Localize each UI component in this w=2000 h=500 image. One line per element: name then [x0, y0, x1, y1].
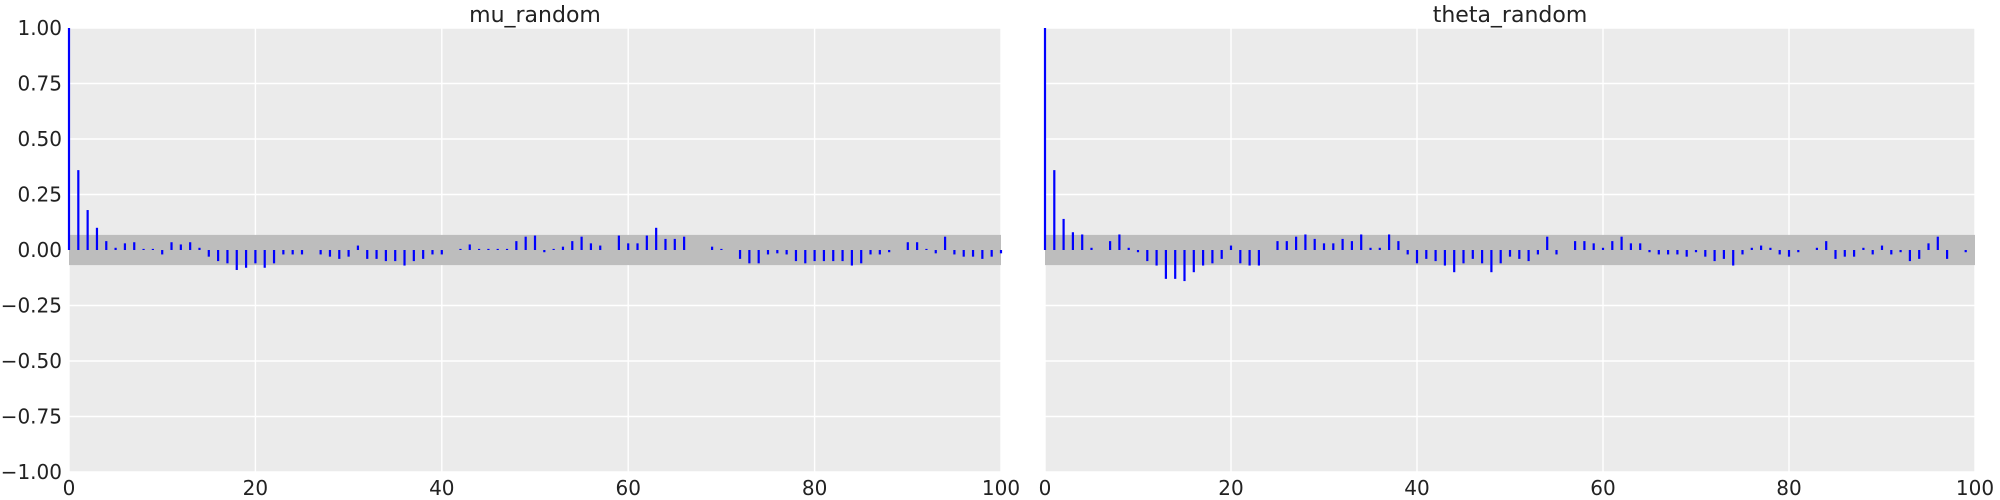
acf-panel-mu-random: −1.00 −0.75 −0.50 −0.25 0.00 0.25 0.50 0.75 1.00…	[1, 3, 1020, 500]
x-tick-label: 100	[1956, 476, 1994, 500]
x-tick-label: 0	[1039, 476, 1052, 500]
x-tick-label: 20	[1218, 476, 1243, 500]
y-tick-label: 0.75	[17, 72, 62, 96]
x-tick-label: 40	[429, 476, 454, 500]
y-tick-label: −1.00	[1, 460, 62, 484]
panel-title: mu_random	[469, 3, 601, 28]
x-tick-label: 60	[615, 476, 640, 500]
y-tick-label: 0.00	[17, 238, 62, 262]
acf-panel-theta-random: 0 20 40 60 80 100 theta_random	[1039, 3, 1994, 500]
y-tick-label: −0.25	[1, 294, 62, 318]
y-tick-label: −0.75	[1, 405, 62, 429]
x-tick-label: 80	[1776, 476, 1801, 500]
x-tick-label: 0	[63, 476, 76, 500]
x-tick-label: 40	[1404, 476, 1429, 500]
x-tick-label: 20	[243, 476, 268, 500]
y-tick-label: 0.50	[17, 127, 62, 151]
y-tick-label: −0.50	[1, 349, 62, 373]
y-tick-label: 0.25	[17, 183, 62, 207]
x-tick-label: 80	[802, 476, 827, 500]
y-tick-label: 1.00	[17, 16, 62, 40]
panel-title: theta_random	[1433, 3, 1588, 28]
x-tick-label: 60	[1590, 476, 1615, 500]
x-tick-label: 100	[982, 476, 1020, 500]
